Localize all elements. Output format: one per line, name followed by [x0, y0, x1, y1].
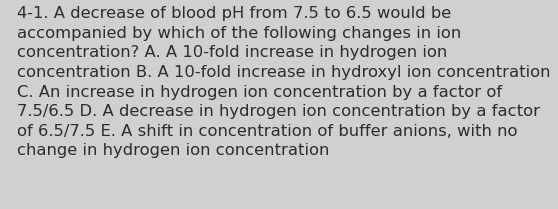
Text: 4-1. A decrease of blood pH from 7.5 to 6.5 would be
accompanied by which of the: 4-1. A decrease of blood pH from 7.5 to … — [17, 6, 550, 158]
